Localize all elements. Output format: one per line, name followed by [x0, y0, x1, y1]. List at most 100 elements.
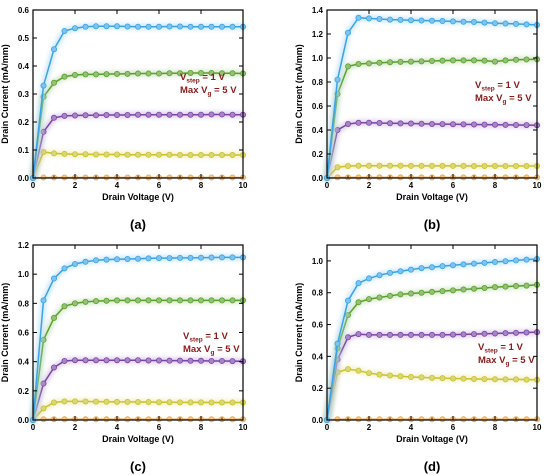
series-2-point-13 — [166, 111, 173, 118]
series-3-point-13 — [460, 57, 467, 64]
series-4-point-18 — [513, 20, 520, 27]
series-4-point-8 — [114, 256, 121, 263]
x-tick-label: 8 — [199, 423, 204, 432]
series-4-point-9 — [418, 17, 425, 24]
y-axis-label: Drain Current (mA/mm) — [0, 283, 10, 383]
series-1-point-14 — [176, 399, 183, 406]
series-4-point-8 — [114, 23, 121, 30]
series-3-point-4 — [72, 300, 79, 307]
y-tick-label: 1.0 — [312, 54, 324, 63]
series-3-point-16 — [491, 58, 498, 65]
series-4-point-12 — [449, 262, 456, 269]
series-1-point-18 — [513, 162, 520, 169]
series-0-point-17 — [208, 416, 215, 423]
series-2-point-6 — [386, 120, 393, 127]
series-3-point-3 — [61, 73, 68, 80]
series-3-point-7 — [103, 71, 110, 78]
series-4-point-1 — [40, 297, 47, 304]
series-4-point-4 — [365, 15, 372, 22]
series-0-point-11 — [145, 416, 152, 423]
series-2-point-10 — [134, 357, 141, 364]
series-1-point-8 — [407, 162, 414, 169]
series-1-point-13 — [460, 162, 467, 169]
series-3-point-4 — [365, 60, 372, 67]
series-4-point-3 — [61, 265, 68, 272]
series-group — [29, 23, 246, 181]
x-tick-label: 4 — [115, 181, 120, 190]
series-2-point-6 — [386, 331, 393, 338]
series-4-point-8 — [407, 17, 414, 24]
series-2-point-16 — [491, 330, 498, 337]
series-1-point-1 — [334, 164, 341, 171]
series-2-point-12 — [449, 121, 456, 128]
series-0-point-19 — [523, 416, 530, 423]
series-4-point-16 — [197, 23, 204, 30]
series-3-point-9 — [124, 70, 131, 77]
series-2-point-18 — [218, 111, 225, 118]
series-3-point-9 — [418, 58, 425, 65]
series-1-point-10 — [428, 162, 435, 169]
y-tick-label: 0.6 — [18, 329, 30, 338]
series-2-point-7 — [103, 112, 110, 119]
series-group — [323, 255, 541, 423]
series-1-point-19 — [229, 152, 236, 159]
x-tick-label: 10 — [533, 423, 542, 432]
series-0-point-3 — [355, 416, 362, 423]
y-tick-label: 0.8 — [312, 289, 324, 298]
y-tick-label: 0.2 — [18, 118, 30, 127]
series-4-point-15 — [187, 23, 194, 30]
series-0-point-13 — [460, 416, 467, 423]
x-axis-label: Drain Voltage (V) — [102, 434, 174, 444]
series-3-point-16 — [197, 297, 204, 304]
series-2-point-16 — [491, 121, 498, 128]
series-4-point-16 — [197, 254, 204, 261]
series-3-point-11 — [145, 297, 152, 304]
series-1-point-9 — [418, 374, 425, 381]
series-3-point-10 — [134, 70, 141, 77]
series-2-point-5 — [376, 331, 383, 338]
series-3-point-2 — [51, 314, 58, 321]
series-3-point-17 — [208, 70, 215, 77]
series-2-point-6 — [93, 112, 100, 119]
series-1-point-9 — [124, 398, 131, 405]
series-4-point-19 — [523, 256, 530, 263]
panel-label: (c) — [130, 459, 146, 474]
chart-panel-a: 0.0 0.1 0.2 0.3 0.4 0.5 0.6 0 2 4 6 8 10 Drain Voltag… — [0, 6, 248, 232]
series-3-point-12 — [449, 287, 456, 294]
series-1-point-13 — [460, 375, 467, 382]
series-2-point-19 — [229, 358, 236, 365]
y-tick-label: 0.4 — [312, 126, 324, 135]
series-2-point-8 — [114, 357, 121, 364]
series-1-point-11 — [145, 151, 152, 158]
series-1-point-2 — [344, 162, 351, 169]
series-2-point-3 — [61, 357, 68, 364]
series-2-point-3 — [355, 119, 362, 126]
series-1-point-8 — [114, 398, 121, 405]
series-2-point-9 — [418, 120, 425, 127]
series-1-point-15 — [481, 376, 488, 383]
series-0-point-17 — [502, 416, 509, 423]
series-1-point-10 — [428, 374, 435, 381]
series-2-point-3 — [61, 112, 68, 119]
series-0-point-1 — [334, 416, 341, 423]
series-3-point-3 — [355, 61, 362, 68]
series-2-point-15 — [481, 330, 488, 337]
series-4-point-17 — [208, 254, 215, 261]
series-1-point-14 — [470, 375, 477, 382]
x-tick-label: 6 — [157, 423, 162, 432]
x-tick-label: 2 — [367, 181, 372, 190]
series-2-point-13 — [460, 121, 467, 128]
y-tick-label: 0.0 — [18, 174, 30, 183]
series-3-point-15 — [187, 297, 194, 304]
y-tick-label: 0.0 — [312, 416, 324, 425]
annotation-vstep: Vstep = 1 V — [180, 72, 225, 85]
series-3-point-4 — [72, 71, 79, 78]
chart-panel-c: 0.0 0.2 0.4 0.6 0.8 1.0 1.2 0 2 4 6 8 10 Drain Voltag… — [0, 241, 248, 474]
series-3-point-7 — [397, 291, 404, 298]
series-3-point-19 — [523, 56, 530, 63]
series-1-point-6 — [386, 162, 393, 169]
series-3-point-12 — [155, 297, 162, 304]
series-0-point-5 — [82, 416, 89, 423]
series-2-point-16 — [197, 111, 204, 118]
series-2-line — [32, 359, 244, 421]
